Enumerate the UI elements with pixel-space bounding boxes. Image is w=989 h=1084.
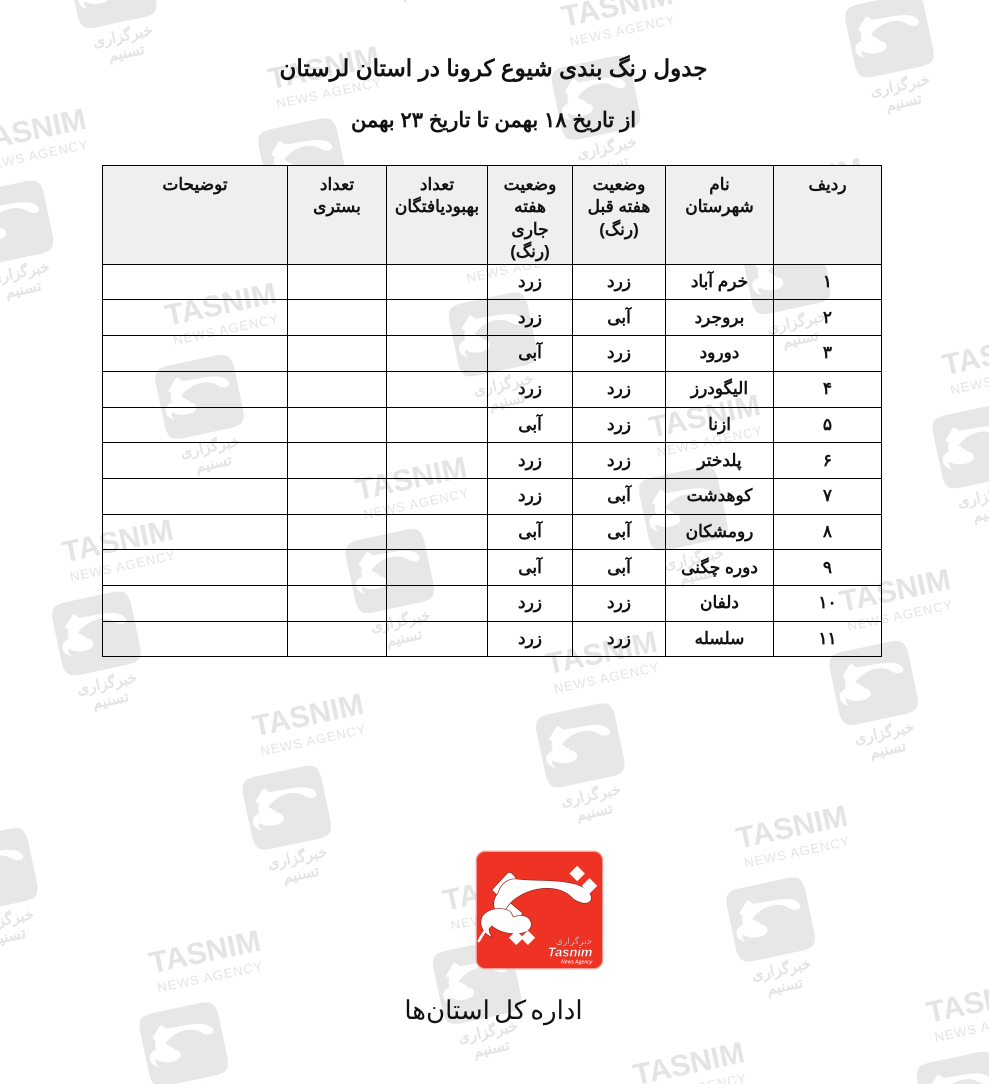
svg-text:Tasnim: Tasnim — [549, 944, 594, 959]
svg-text:News Agency: News Agency — [562, 960, 594, 966]
